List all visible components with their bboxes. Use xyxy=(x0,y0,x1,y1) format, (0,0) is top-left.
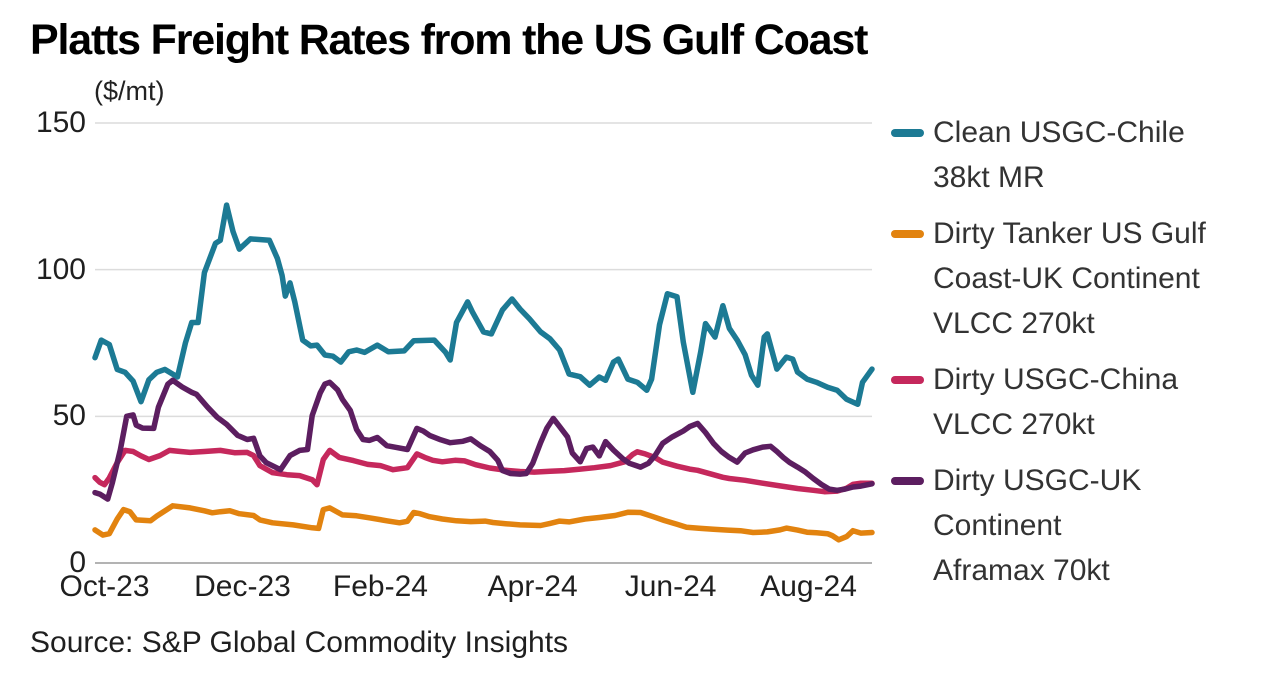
y-tick-label-50: 50 xyxy=(52,399,86,433)
series-line-clean_usgc_chile xyxy=(92,202,875,408)
series-line-dirty_usgc_china xyxy=(92,447,875,495)
chart-title: Platts Freight Rates from the US Gulf Co… xyxy=(30,16,868,64)
legend-label-dirty_usgc_ukc_aframax: Dirty USGC-UK Continent Aframax 70kt xyxy=(933,464,1142,587)
x-tick-label-feb-24: Feb-24 xyxy=(332,570,428,603)
series-line-dirty_usgc_ukc_vlcc xyxy=(92,503,875,543)
legend-label-clean_usgc_chile: Clean USGC-Chile 38kt MR xyxy=(933,116,1185,194)
legend-swatch-dirty_usgc_china xyxy=(891,376,924,384)
x-tick-label-oct-23: Oct-23 xyxy=(59,570,150,603)
chart-legend: Clean USGC-Chile 38kt MR Dirty Tanker US G… xyxy=(891,110,1261,593)
legend-item-clean_usgc_chile: Clean USGC-Chile 38kt MR xyxy=(891,110,1261,200)
x-tick-label-aug-24: Aug-24 xyxy=(760,570,857,603)
x-tick-label-dec-23: Dec-23 xyxy=(194,570,291,603)
legend-item-dirty_usgc_ukc_aframax: Dirty USGC-UK Continent Aframax 70kt xyxy=(891,458,1261,593)
y-tick-label-100: 100 xyxy=(35,252,86,286)
y-tick-label-150: 150 xyxy=(35,106,86,139)
legend-label-dirty_usgc_china: Dirty USGC-China VLCC 270kt xyxy=(933,363,1179,441)
legend-swatch-dirty_usgc_ukc_aframax xyxy=(891,477,924,485)
legend-swatch-clean_usgc_chile xyxy=(891,129,924,137)
y-axis-unit-label: ($/mt) xyxy=(94,76,165,106)
source-attribution: Source: S&P Global Commodity Insights xyxy=(30,626,569,659)
legend-label-dirty_usgc_ukc_vlcc: Dirty Tanker US Gulf Coast-UK Continent VL… xyxy=(933,217,1206,340)
legend-item-dirty_usgc_ukc_vlcc: Dirty Tanker US Gulf Coast-UK Continent VL… xyxy=(891,211,1261,346)
x-tick-label-apr-24: Apr-24 xyxy=(487,570,578,603)
x-tick-label-jun-24: Jun-24 xyxy=(624,570,717,603)
series-line-dirty_usgc_ukc_aframax xyxy=(92,377,875,502)
legend-swatch-dirty_usgc_ukc_vlcc xyxy=(891,230,924,238)
y-tick-label-0: 0 xyxy=(69,546,86,579)
legend-item-dirty_usgc_china: Dirty USGC-China VLCC 270kt xyxy=(891,357,1261,447)
